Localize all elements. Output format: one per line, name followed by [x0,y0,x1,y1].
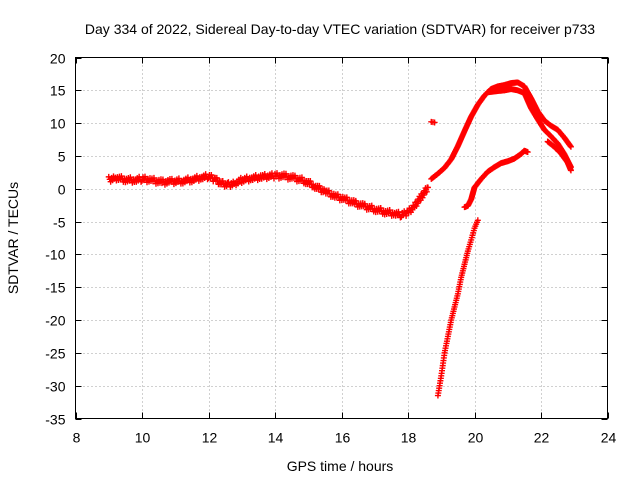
x-tick-label: 18 [401,430,417,446]
y-tick-label: 5 [58,149,66,165]
data-point [567,167,574,174]
data-point [431,119,438,126]
y-tick-label: -5 [53,215,66,231]
y-axis-label: SDTVAR / TECUs [5,182,21,294]
x-tick-label: 24 [601,430,617,446]
series-main-track [105,170,431,221]
y-axis: -35 -30 -25 -20 -15 -10 -5 0 5 10 15 20 [45,51,608,428]
x-tick-label: 12 [202,430,218,446]
x-tick-label: 8 [73,430,81,446]
x-axis: 8 10 12 14 16 18 20 22 24 [73,57,617,446]
data-point [204,176,211,183]
y-tick-label: 20 [50,51,66,67]
data-point [403,212,410,219]
y-tick-label: -20 [45,313,65,329]
series-steep-lower [434,217,481,399]
series-outlier-cluster [428,118,438,126]
data-points [105,79,574,399]
data-point [316,182,323,189]
chart-title: Day 334 of 2022, Sidereal Day-to-day VTE… [85,21,595,37]
data-point [524,149,531,156]
data-point [307,178,314,185]
y-tick-label: 10 [50,116,66,132]
y-tick-label: -30 [45,379,65,395]
data-point [352,197,359,204]
data-point [208,172,215,179]
y-tick-label: -10 [45,247,65,263]
series-right-tail [544,138,574,174]
x-tick-label: 14 [268,430,284,446]
series-lower-branch [461,147,531,211]
data-point [343,194,350,201]
x-tick-label: 16 [335,430,351,446]
data-point [474,217,481,224]
data-point [334,191,341,198]
data-point [567,143,574,150]
y-tick-label: 0 [58,182,66,198]
x-tick-label: 22 [534,430,550,446]
x-tick-label: 10 [135,430,151,446]
y-tick-label: 15 [50,83,66,99]
data-point [325,187,332,194]
series-upper-branch-a [428,79,574,182]
data-point [368,202,375,209]
x-axis-label: GPS time / hours [287,458,394,474]
plot-frame [75,57,608,419]
y-tick-label: -35 [45,412,65,428]
data-point [298,174,305,181]
data-point [424,184,431,191]
grid [75,57,608,419]
series-upper-branch-b [484,86,574,171]
y-tick-label: -15 [45,280,65,296]
data-point [213,174,220,181]
y-tick-label: -25 [45,346,65,362]
data-point [395,208,402,215]
x-tick-label: 20 [468,430,484,446]
